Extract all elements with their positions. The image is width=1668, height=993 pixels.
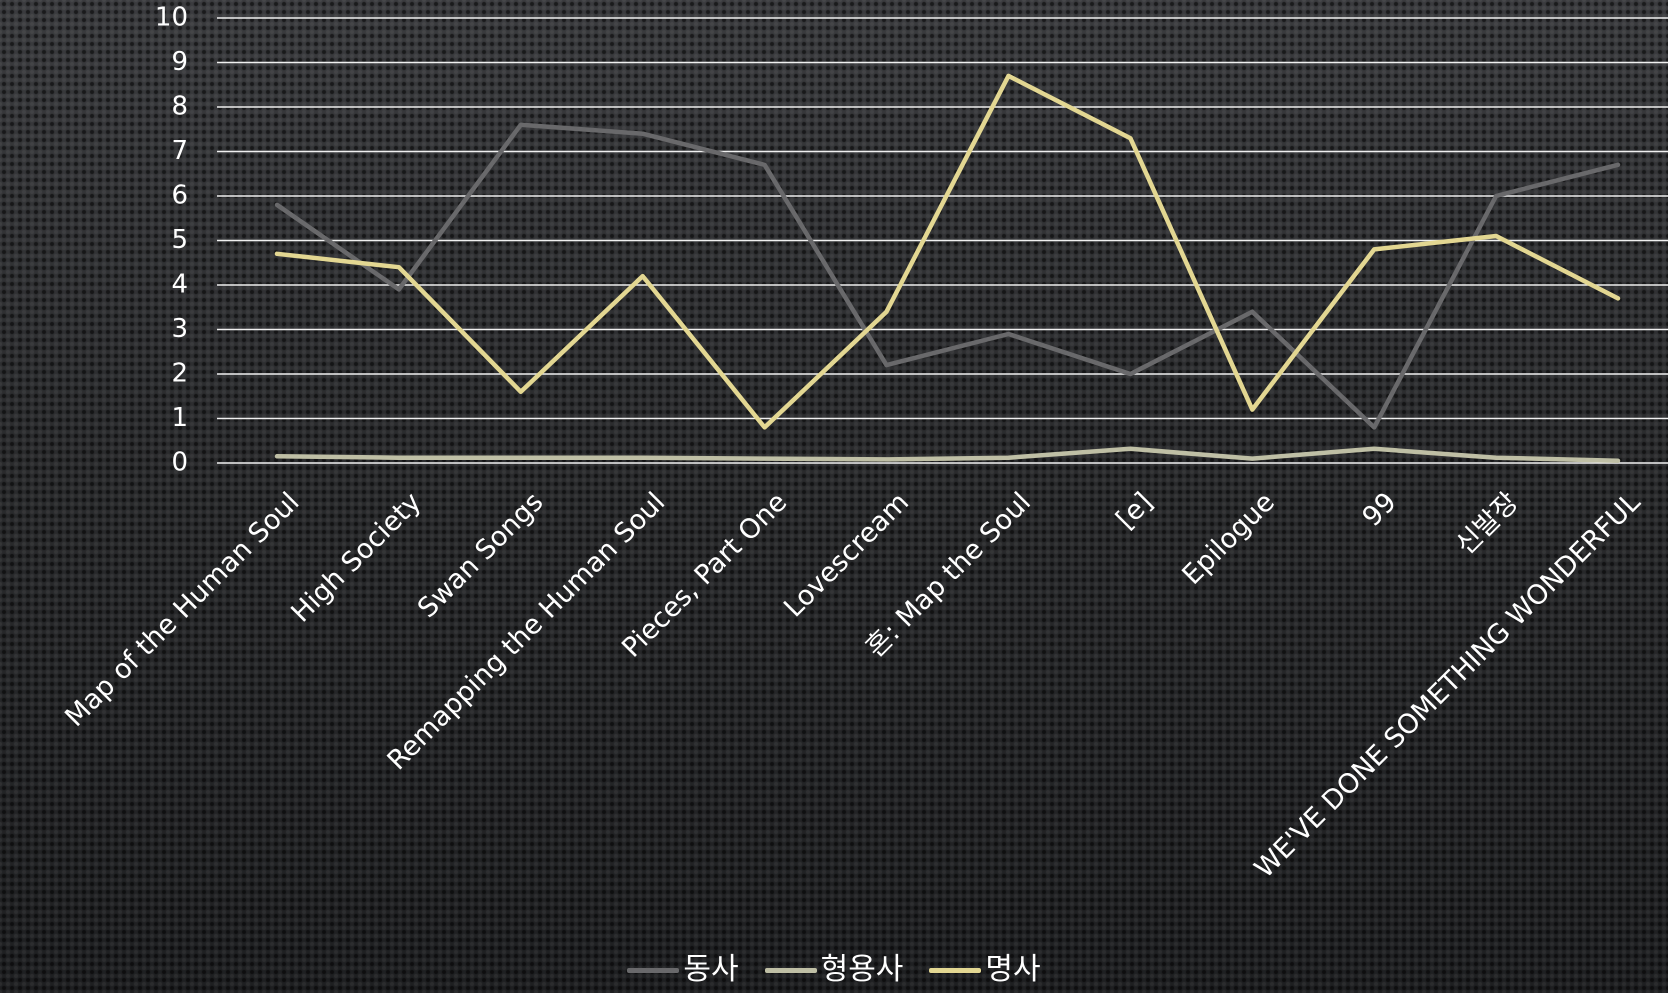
x-tick-label: Map of the Human Soul: [59, 487, 305, 733]
y-axis-ticks: 0 1 2 3 4 5 6 7 8 9 10: [155, 3, 188, 478]
legend-item-series-1: 동사: [627, 952, 739, 988]
x-tick-label: WE'VE DONE SOMETHING WONDERFUL: [1249, 487, 1647, 885]
series-line-2: [274, 446, 1621, 464]
y-tick-label: 8: [171, 92, 188, 122]
series-lines: [274, 73, 1621, 464]
y-tick-label: 5: [171, 225, 188, 255]
legend-label: 동사: [683, 952, 739, 987]
y-tick-label: 7: [171, 136, 188, 166]
legend-swatch: [764, 967, 817, 973]
chart-legend: 동사 형용사 명사: [0, 950, 1668, 990]
legend-item-series-2: 형용사: [764, 952, 904, 988]
legend-swatch: [627, 967, 680, 973]
y-tick-label: 9: [171, 47, 188, 77]
y-tick-label: 10: [155, 3, 188, 33]
y-tick-label: 4: [171, 270, 188, 300]
y-tick-label: 2: [171, 359, 188, 389]
y-tick-label: 6: [171, 181, 188, 211]
gridlines: [217, 17, 1668, 464]
y-tick-label: 1: [171, 403, 188, 433]
x-tick-label: [e]: [1110, 487, 1159, 536]
series-line-3: [274, 73, 1621, 430]
series-line-1: [274, 122, 1621, 430]
x-tick-label: 신발장: [1450, 487, 1525, 562]
x-tick-label: Swan Songs: [412, 487, 549, 624]
y-tick-label: 0: [171, 448, 188, 478]
x-tick-label: Lovescream: [778, 487, 915, 624]
x-tick-label: Epilogue: [1176, 487, 1280, 591]
y-tick-label: 3: [171, 314, 188, 344]
legend-label: 명사: [985, 952, 1041, 987]
legend-item-series-3: 명사: [929, 952, 1041, 988]
legend-swatch: [929, 967, 982, 973]
legend-label: 형용사: [820, 952, 904, 987]
x-tick-label: 99: [1356, 487, 1402, 533]
x-tick-label: High Society: [285, 487, 427, 629]
